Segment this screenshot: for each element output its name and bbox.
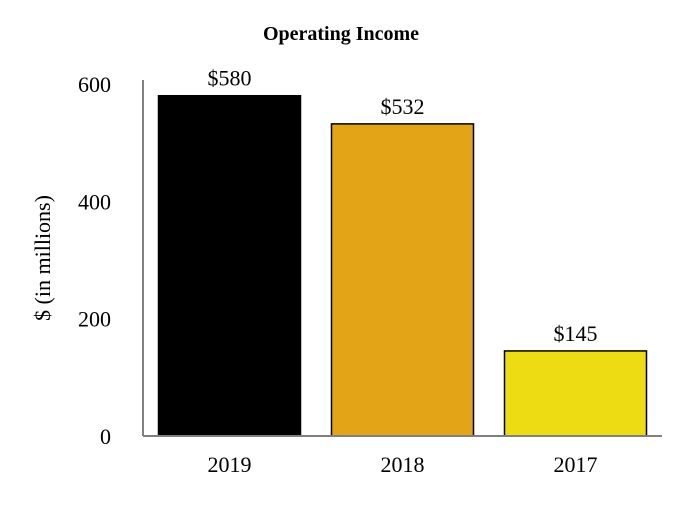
labels-layer: $580 2019 $532 2018 $145 2017 0 200 400 600 [78, 66, 598, 477]
data-label-2017: $145 [554, 321, 598, 346]
x-tick-label-2018: 2018 [381, 452, 425, 477]
y-axis-label: $ (in millions) [30, 195, 55, 321]
y-tick-label-400: 400 [78, 189, 111, 214]
x-tick-label-2017: 2017 [554, 452, 598, 477]
bar-2018 [330, 123, 475, 437]
bars-layer [157, 94, 648, 437]
y-tick-label-0: 0 [100, 424, 111, 449]
y-tick-label-200: 200 [78, 307, 111, 332]
data-label-2018: $532 [381, 94, 425, 119]
chart-title: Operating Income [263, 23, 419, 45]
x-tick-label-2019: 2019 [208, 452, 252, 477]
axes-layer [142, 80, 662, 437]
y-tick-label-600: 600 [78, 72, 111, 97]
data-label-2019: $580 [208, 66, 252, 91]
bar-2019 [157, 94, 302, 437]
bar-2017 [503, 350, 648, 437]
